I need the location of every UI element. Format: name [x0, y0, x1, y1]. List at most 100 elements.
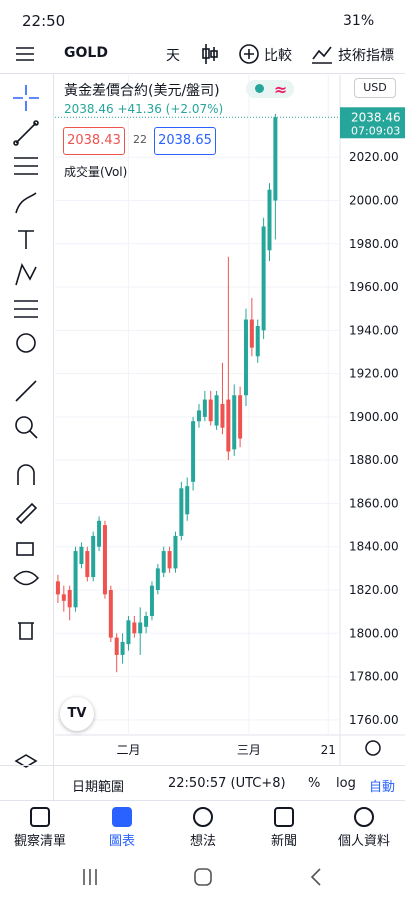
nav-item[interactable]: 圖表	[82, 807, 162, 849]
candle-body	[191, 421, 196, 482]
y-tick-label: 1760.00	[349, 713, 399, 727]
tool-icons[interactable]	[0, 73, 53, 800]
candle-body	[214, 395, 219, 426]
y-tick-label: 1960.00	[349, 280, 399, 294]
currency[interactable]: USD	[354, 78, 396, 98]
interval[interactable]: 天	[166, 48, 180, 64]
bottom-bar: 日期範圍 22:50:57 (UTC+8) % log 自動	[0, 765, 405, 801]
compare[interactable]: 比較	[264, 48, 292, 64]
last-price-box	[340, 107, 405, 139]
candle-body	[196, 410, 201, 422]
nav-label: 個人資料	[337, 834, 390, 849]
log[interactable]: log	[336, 776, 356, 791]
candle-body	[138, 622, 143, 634]
candle-body	[67, 590, 72, 608]
instrument-name: 黃金差價合約(美元/盤司)	[64, 83, 220, 99]
nav-item[interactable]: 個人資料	[324, 807, 404, 849]
symbol[interactable]: GOLD	[64, 45, 108, 61]
menu[interactable]	[14, 43, 36, 65]
percent[interactable]: %	[308, 776, 321, 791]
settings-icon[interactable]	[365, 740, 381, 756]
status-pill: ≈	[246, 80, 294, 99]
candle-body	[79, 546, 84, 565]
nav-icon	[274, 807, 294, 827]
nav-label: 新聞	[270, 834, 297, 849]
y-tick-label: 1900.00	[349, 410, 399, 424]
nav-item[interactable]: 想法	[163, 807, 243, 849]
y-tick-label: 1920.00	[349, 367, 399, 381]
indicator-icon[interactable]	[310, 43, 334, 65]
last: 2038.46	[64, 102, 114, 116]
candle-body	[126, 620, 131, 645]
system-nav	[0, 855, 405, 900]
nav-label: 想法	[189, 834, 216, 849]
candle-body	[185, 486, 190, 515]
chart-style[interactable]	[200, 42, 220, 66]
y-tick-label: 1880.00	[349, 453, 399, 467]
ask[interactable]: 2038.65	[154, 127, 216, 155]
candle-body	[261, 226, 266, 331]
countdown: 07:09:03	[351, 124, 400, 137]
candle-body	[267, 189, 272, 251]
compare-icon[interactable]	[238, 43, 260, 65]
candle-body	[108, 590, 113, 638]
clock: 22:50	[22, 12, 66, 30]
y-tick-label: 1820.00	[349, 583, 399, 597]
nav-item[interactable]: 觀察清單	[0, 807, 80, 849]
candle-body	[97, 520, 102, 547]
x-tick-label: 三月	[237, 743, 261, 757]
candle-body	[120, 641, 125, 655]
nav-icon	[354, 807, 374, 827]
last-price-label: 2038.46	[351, 110, 401, 124]
candle-body	[249, 319, 254, 348]
candle-body	[208, 399, 213, 422]
y-tick-label: 2020.00	[349, 150, 399, 164]
candle-body	[220, 403, 225, 428]
candle-body	[55, 581, 60, 595]
nav: 觀察清單 圖表 想法 新聞 個人資料	[0, 800, 405, 856]
change: +41.36 (+2.07%)	[117, 102, 224, 116]
system-buttons[interactable]	[0, 855, 405, 900]
y-tick-label: 1860.00	[349, 496, 399, 510]
candle-body	[144, 615, 149, 627]
nav-item[interactable]: 新聞	[244, 807, 324, 849]
spread: 22	[133, 133, 147, 146]
status-bar: 22:50 31%	[0, 0, 405, 35]
candle-body	[173, 535, 178, 569]
time: 22:50:57 (UTC+8)	[168, 776, 286, 791]
bid[interactable]: 2038.43	[63, 127, 125, 155]
candle-body	[243, 319, 248, 396]
candle-body	[179, 488, 184, 536]
y-tick-label: 1940.00	[349, 323, 399, 337]
candle-body	[73, 551, 78, 608]
candle-body	[202, 399, 207, 417]
candle-body	[102, 525, 107, 595]
indicators[interactable]: 技術指標	[338, 48, 394, 64]
nav-icon	[30, 807, 50, 827]
nav-icon	[112, 807, 132, 827]
candle-body	[132, 622, 137, 634]
nav-label: 觀察清單	[13, 834, 66, 849]
x-tick-label: 二月	[116, 743, 140, 757]
last-price: 2038.46 +41.36 (+2.07%)	[64, 102, 223, 116]
candle-body	[273, 117, 278, 201]
logo[interactable]: TV	[60, 697, 94, 731]
candle-body	[91, 535, 96, 578]
nav-icon	[193, 807, 213, 827]
x-tick-label: 21	[321, 743, 336, 757]
candle-body	[238, 395, 243, 439]
candle-body	[167, 551, 172, 569]
nav-label: 圖表	[108, 834, 135, 849]
candle-body	[226, 399, 231, 452]
auto[interactable]: 自動	[369, 780, 396, 795]
range[interactable]: 日期範圍	[72, 780, 125, 795]
candle-body	[85, 551, 90, 578]
y-tick-label: 1800.00	[349, 626, 399, 640]
volume-label: 成交量(Vol)	[64, 165, 128, 179]
toolbar: GOLD 天 比較 技術指標	[0, 35, 405, 74]
y-tick-label: 2000.00	[349, 194, 399, 208]
y-tick-label: 1840.00	[349, 540, 399, 554]
candle-body	[161, 551, 166, 573]
drawing-tools	[0, 73, 54, 800]
